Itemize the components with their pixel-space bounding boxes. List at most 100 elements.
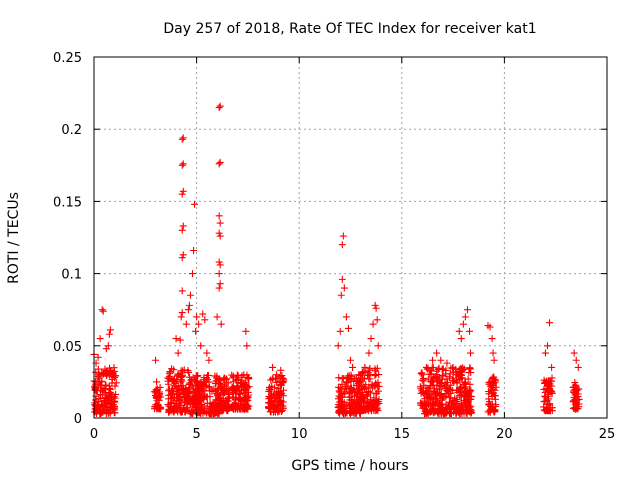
data-point [153,378,161,386]
data-point [193,313,201,321]
data-point [185,301,193,309]
data-point [338,380,346,388]
data-point [155,392,163,400]
data-point [489,389,497,397]
data-point [196,405,204,413]
chart-title: Day 257 of 2018, Rate Of TEC Index for r… [163,21,536,37]
data-point [192,327,200,335]
data-point [442,370,450,378]
data-point [237,379,245,387]
data-point [484,387,492,395]
data-point [111,374,119,382]
data-point [101,381,109,389]
data-point [365,375,373,383]
data-point [420,381,428,389]
data-point [110,409,118,417]
data-point [217,381,225,389]
data-point [92,402,100,410]
data-point [216,158,224,166]
data-point [187,376,195,384]
data-point [167,394,175,402]
data-point [105,330,113,338]
data-point [199,310,207,318]
data-point [188,382,196,390]
data-point [374,378,382,386]
data-point [491,376,499,384]
data-point [173,400,181,408]
data-point [213,313,221,321]
data-point [166,368,174,376]
data-point [238,383,246,391]
data-point [166,368,174,376]
data-point [437,356,445,364]
data-point [203,393,211,401]
data-point [188,270,196,278]
data-point [223,406,231,414]
data-point [574,363,582,371]
data-point [231,401,239,409]
y-tick-label: 0.25 [53,51,82,66]
data-point [336,327,344,335]
data-point [190,394,198,402]
data-point [154,385,162,393]
data-point [216,102,224,110]
data-point [357,374,365,382]
data-point [230,388,238,396]
data-point [425,385,433,393]
data-point [446,385,454,393]
data-point [430,387,438,395]
data-point [98,377,106,385]
data-point [266,404,274,412]
data-point [542,377,550,385]
data-point [361,363,369,371]
data-point [457,401,465,409]
data-point [460,365,468,373]
data-point [164,380,172,388]
data-point [271,375,279,383]
data-point [177,373,185,381]
data-point [466,364,474,372]
data-point [571,389,579,397]
data-point [178,406,186,414]
data-point [265,385,273,393]
data-point [178,254,186,262]
data-point [348,403,356,411]
data-point [421,397,429,405]
data-point [367,335,375,343]
data-point [453,368,461,376]
data-point [347,356,354,364]
data-point [106,384,114,392]
data-point [443,359,451,367]
data-point [204,371,212,379]
data-point [342,313,350,321]
data-point [225,390,233,398]
data-point [440,393,448,401]
data-point [178,226,186,234]
data-point [179,187,187,195]
data-point [245,375,253,383]
data-point [178,161,186,169]
data-point [152,386,160,394]
data-point [99,370,107,378]
data-point [491,386,499,394]
data-point [111,382,119,390]
data-point [417,399,425,407]
data-point [371,372,379,380]
data-point [374,387,382,395]
data-point [269,363,277,371]
data-point [346,384,354,392]
data-point [164,374,172,382]
data-point [184,367,192,375]
data-point [271,384,279,392]
data-point [429,377,437,385]
data-point [108,379,116,387]
data-point [266,393,274,401]
data-point [224,379,232,387]
data-point [266,386,274,394]
data-point [267,398,275,406]
data-point [370,394,378,402]
data-point [459,320,467,328]
data-point [221,401,229,409]
data-point [339,375,347,383]
data-point [374,342,382,350]
